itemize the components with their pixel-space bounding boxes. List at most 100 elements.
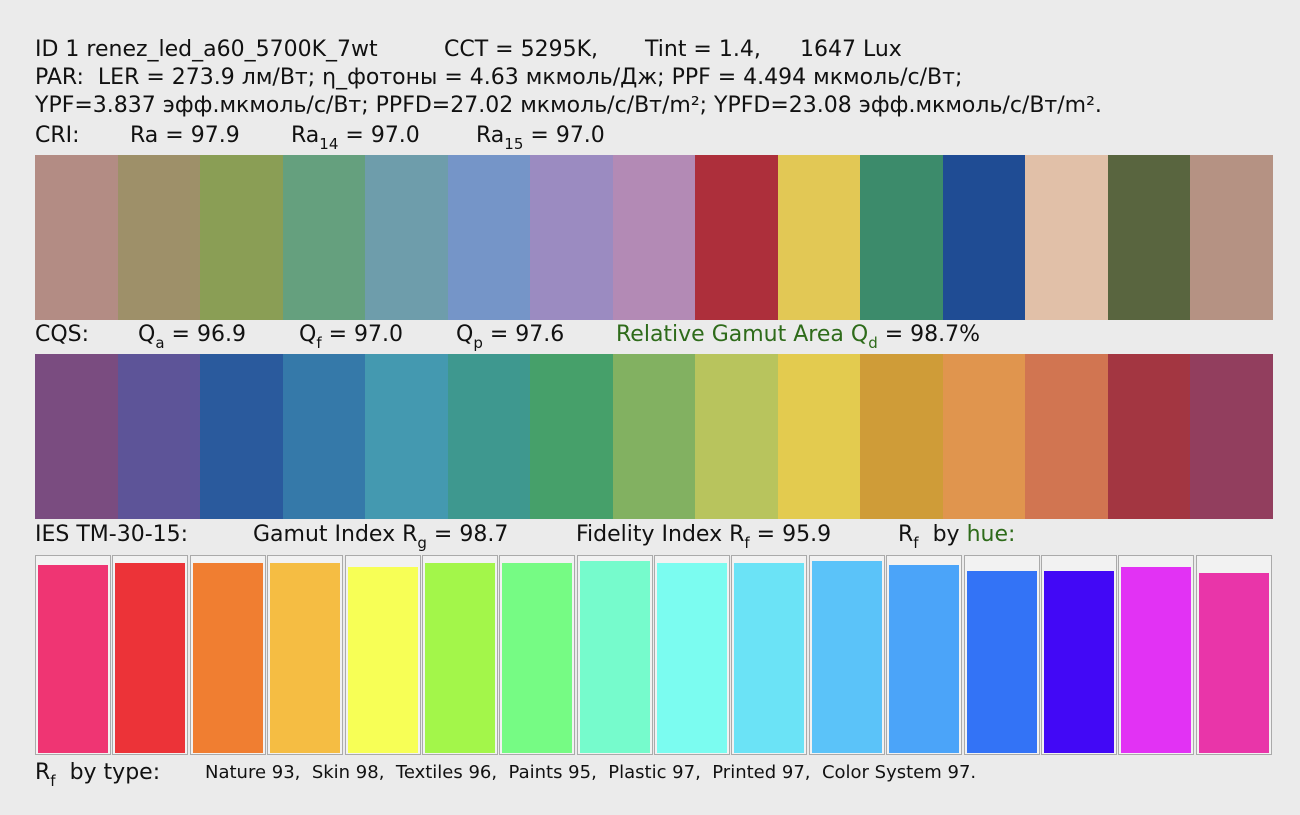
- bar: [579, 560, 650, 753]
- sub: a: [155, 334, 165, 352]
- bar: [734, 562, 805, 753]
- swatch: [777, 354, 861, 519]
- swatch: [942, 354, 1026, 519]
- swatch: [117, 155, 201, 320]
- ra14: Ra14 = 97.0: [291, 122, 420, 152]
- bar: [38, 564, 108, 753]
- swatch: [695, 155, 779, 320]
- swatch: [1025, 354, 1109, 519]
- swatch: [1190, 354, 1274, 519]
- swatch: [35, 155, 119, 320]
- sub: 15: [504, 135, 524, 153]
- sub: d: [868, 334, 878, 352]
- bar: [811, 560, 882, 753]
- swatch: [530, 354, 614, 519]
- bar: [889, 564, 960, 753]
- bar: [270, 562, 341, 753]
- swatch: [447, 155, 531, 320]
- swatch: [365, 155, 449, 320]
- swatch: [612, 354, 696, 519]
- id: ID 1 renez_led_a60_5700K_7wt: [35, 37, 378, 62]
- swatch: [695, 354, 779, 519]
- swatch: [530, 155, 614, 320]
- text: = 98.7%: [884, 322, 981, 347]
- swatch: [860, 155, 944, 320]
- swatch: [200, 354, 284, 519]
- rg: Gamut Index Rg = 98.7: [253, 521, 509, 552]
- bar-frame: [963, 555, 1040, 755]
- bar-frame: [576, 555, 653, 755]
- bar: [1043, 570, 1114, 753]
- swatch: [860, 354, 944, 519]
- bar: [657, 562, 727, 753]
- bar-frame: [1195, 555, 1272, 755]
- swatch: [942, 155, 1026, 320]
- type-values: Nature 93, Skin 98, Textiles 96, Paints …: [205, 762, 977, 783]
- rf-by-hue: Rf by hue:: [898, 521, 1016, 552]
- bar: [966, 570, 1037, 753]
- rf-by-type: Rf by type:: [35, 759, 161, 790]
- bar-frame: [35, 555, 111, 755]
- swatch: [365, 354, 449, 519]
- text: Ra: [291, 123, 320, 148]
- swatch: [1190, 155, 1274, 320]
- text: Q: [299, 322, 317, 347]
- swatch: [282, 354, 366, 519]
- bar: [192, 562, 263, 753]
- swatch: [117, 354, 201, 519]
- bar-frame: [189, 555, 266, 755]
- par-line: PAR: LER = 273.9 лм/Вт; η_фотоны = 4.63 …: [35, 65, 963, 90]
- swatch: [200, 155, 284, 320]
- qf: Qf = 97.0: [299, 321, 404, 352]
- qp: Qp = 97.6: [456, 321, 564, 352]
- text: hue:: [966, 522, 1016, 547]
- bar-frame: [112, 555, 189, 755]
- bar-frame: [267, 555, 344, 755]
- sub: f: [744, 534, 750, 552]
- text: = 96.9: [171, 322, 246, 347]
- cct: CCT = 5295K,: [444, 37, 598, 62]
- bar-frame: [421, 555, 498, 755]
- text: Q: [456, 322, 474, 347]
- bar: [115, 562, 186, 753]
- text: = 98.7: [433, 522, 509, 547]
- bar: [424, 562, 495, 753]
- bar-frame: [1040, 555, 1117, 755]
- text: by type:: [69, 760, 161, 785]
- bar-frame: [1118, 555, 1195, 755]
- swatch: [777, 155, 861, 320]
- text: Q: [138, 322, 156, 347]
- ra: Ra = 97.9: [130, 123, 240, 148]
- swatch: [35, 354, 119, 519]
- sub: p: [473, 334, 483, 352]
- text: = 97.0: [345, 123, 420, 148]
- tm30-label: IES TM-30-15:: [35, 522, 189, 547]
- sub: f: [316, 334, 322, 352]
- cqs-label: CQS:: [35, 322, 90, 347]
- bar-frame: [886, 555, 963, 755]
- text: Ra: [476, 123, 505, 148]
- text: Fidelity Index R: [576, 522, 745, 547]
- swatch: [447, 354, 531, 519]
- text: = 95.9: [756, 522, 832, 547]
- bar-frame: [654, 555, 730, 755]
- ra15: Ra15 = 97.0: [476, 122, 605, 153]
- qa: Qa = 96.9: [138, 321, 246, 352]
- bar-frame: [344, 555, 421, 755]
- lux: 1647 Lux: [800, 37, 902, 62]
- swatch: [1025, 155, 1109, 320]
- tint: Tint = 1.4,: [645, 37, 761, 62]
- text: R: [35, 760, 51, 785]
- text: = 97.0: [328, 322, 404, 347]
- sub: g: [417, 534, 427, 552]
- bar: [1121, 566, 1192, 753]
- par-line: YPF=3.837 эфф.мкмоль/с/Вт; PPFD=27.02 мк…: [35, 93, 1102, 118]
- bar: [347, 566, 418, 753]
- text: by: [932, 522, 960, 547]
- bar: [1198, 572, 1269, 753]
- sub: f: [50, 772, 56, 790]
- text: Relative Gamut Area Q: [616, 322, 869, 347]
- bar: [502, 562, 573, 753]
- sub: f: [913, 534, 919, 552]
